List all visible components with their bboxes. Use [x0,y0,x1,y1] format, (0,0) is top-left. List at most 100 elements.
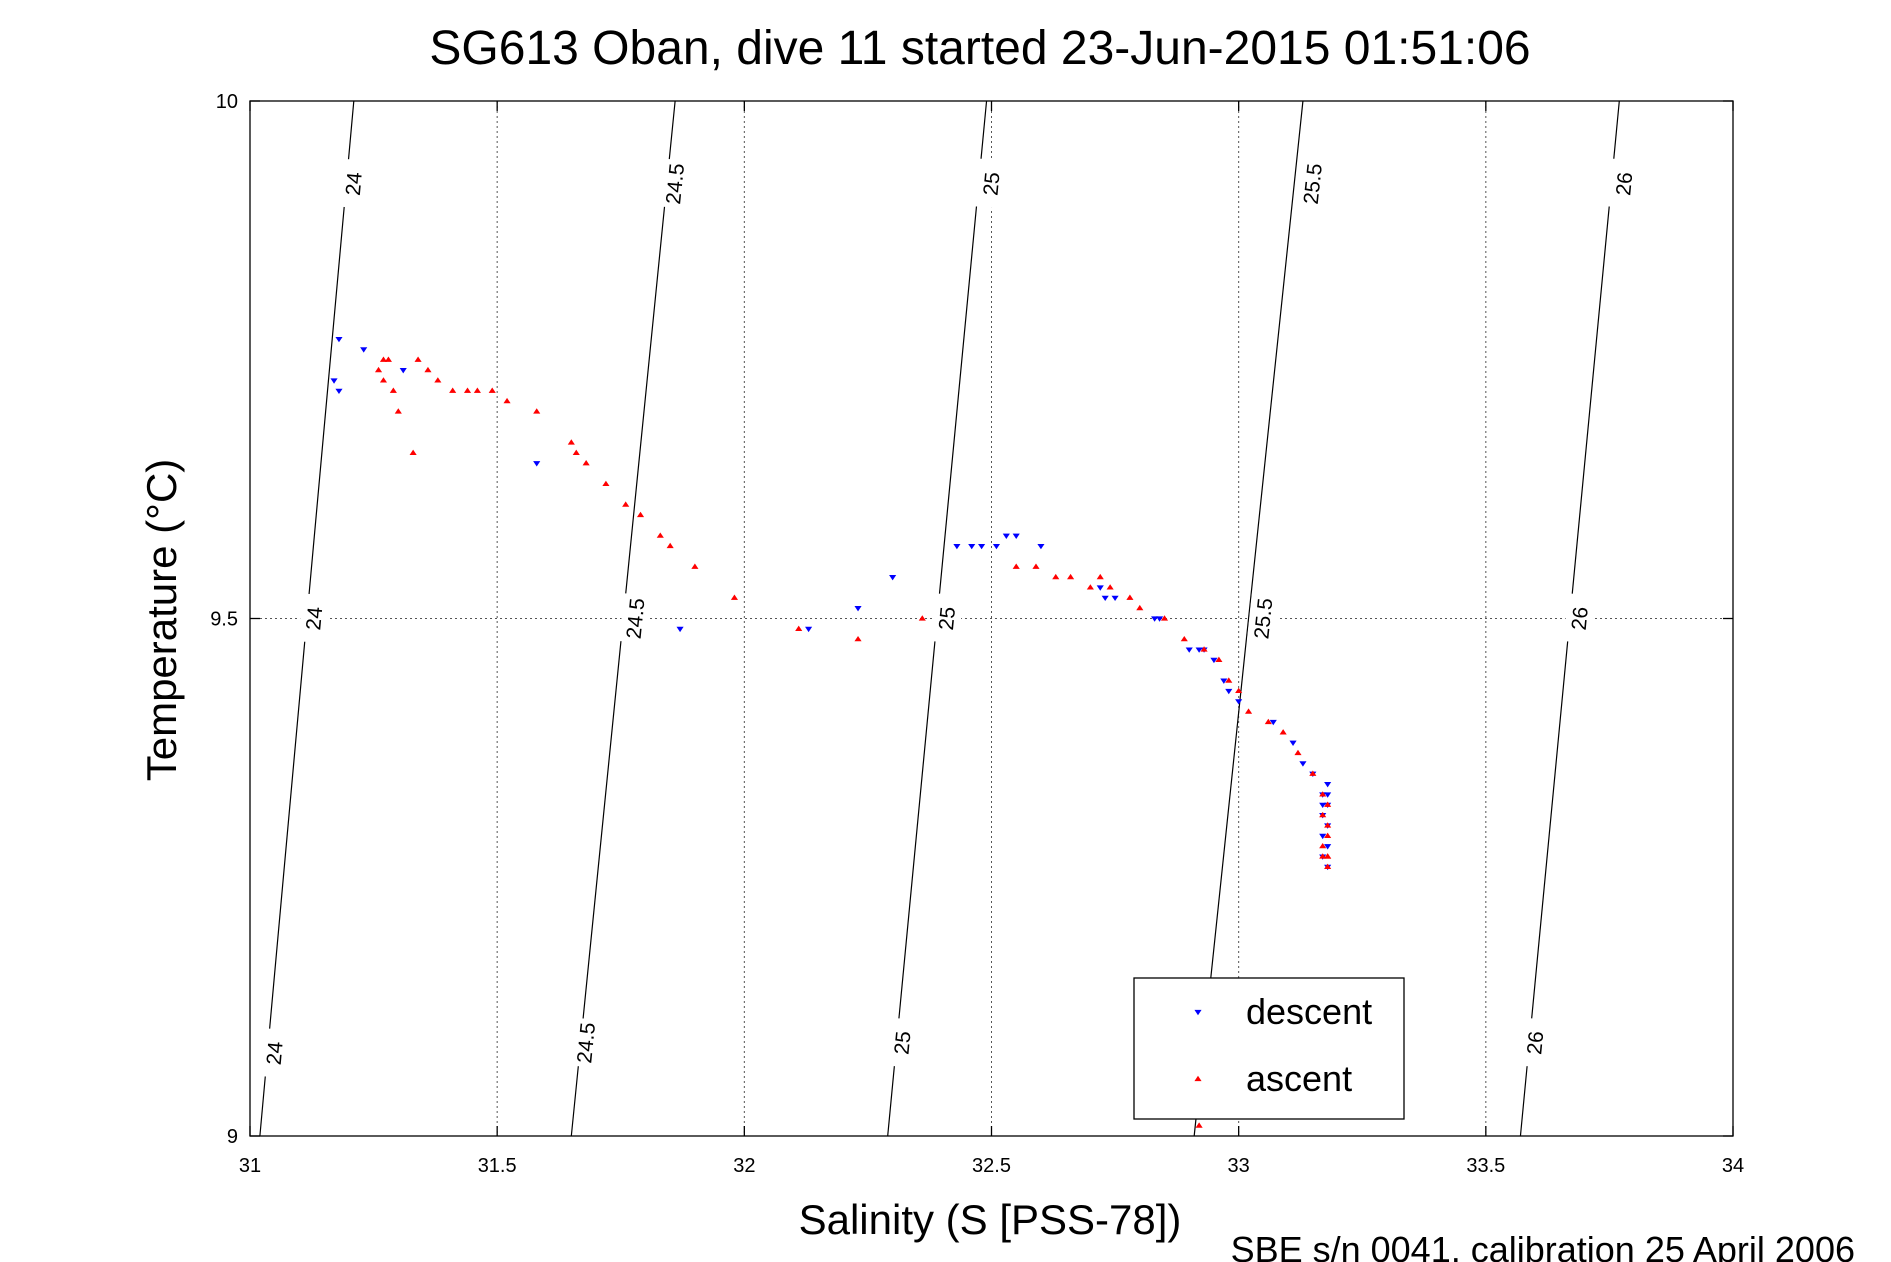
contour-label-gap [975,158,1008,210]
descent-point [1037,543,1045,550]
y-axis-title: Temperature (°C) [138,459,185,782]
ascent-point [379,377,388,383]
contour-label-gap [1296,158,1330,210]
descent-point [1210,657,1218,664]
contour-label-gap [886,1017,919,1069]
ascent-point [1319,853,1327,859]
ascent-point [379,356,388,362]
ascent-point [533,408,541,414]
grid-lines [250,101,1733,1136]
x-tick-label: 31 [239,1155,261,1177]
ascent-point [503,397,511,404]
ascent-point [488,387,496,393]
contour-label-gap [298,593,331,644]
ascent-point [1319,811,1327,818]
descent-point [335,336,343,343]
ascent-point [1096,573,1104,580]
axes [249,100,1734,1137]
ascent-point [1294,749,1302,756]
contour-label: 26 [1568,606,1593,631]
contour-label: 26 [1523,1030,1548,1055]
contour-label-gap [1563,593,1596,644]
density-contour-line [1193,100,1304,1137]
ascent-point [1324,853,1332,859]
descent-point [1111,595,1119,602]
ascent-point [582,460,590,466]
ascent-point [389,387,397,393]
ascent-point [666,542,674,549]
x-tick-label: 32 [733,1155,755,1177]
descent-point [992,543,1001,550]
ascent-point [567,439,575,445]
ascent-point [1225,677,1233,683]
ascent-point [1319,791,1327,797]
contour-label: 26 [1612,171,1637,196]
descent-point [1012,533,1020,539]
ascent-point [473,387,481,393]
x-tick-label: 33.5 [1466,1155,1505,1177]
plot-frame [249,100,1734,1137]
descent-point [1101,595,1109,602]
legend-box [1133,977,1405,1120]
legend-label-descent: descent [1246,991,1372,1032]
ascent-point [730,594,739,600]
descent-point [978,543,986,550]
descent-point [1002,533,1010,539]
descent-point [399,367,407,374]
y-tick-label: 9.5 [210,609,238,631]
data-points [330,336,1332,1128]
ascent-point [424,366,432,373]
contour-label: 24.5 [573,1021,600,1064]
descent-point [1220,678,1228,684]
contour-label: 25.5 [1300,162,1327,205]
descent-point [854,606,862,612]
ascent-point [602,480,610,487]
ascent-point [1067,573,1075,580]
descent-point [1195,647,1203,653]
contour-label: 25 [890,1030,915,1055]
descent-point [1235,699,1243,705]
descent-point [335,388,343,395]
ascent-point [1279,729,1287,735]
ascent-point [1052,573,1060,580]
ascent-point [1160,615,1169,621]
legend: descent ascent [1133,977,1405,1120]
contour-label: 24 [302,606,327,632]
ascent-point [1136,604,1144,611]
descent-point [533,461,541,467]
ascent-point [1324,863,1332,870]
descent-point [1319,802,1327,809]
ascent-point [1200,646,1208,652]
ascent-point [414,356,422,362]
contour-label: 25 [935,606,960,631]
contour-label-gap [1519,1017,1552,1069]
ascent-point [1309,770,1317,776]
ascent-point [636,511,645,518]
ascent-point [409,449,417,456]
contour-label: 24 [263,1040,288,1066]
ascent-point [1126,594,1134,600]
contour-label-gap [1608,158,1641,210]
descent-point [1299,761,1307,767]
contour-label: 24 [342,171,367,197]
calibration-footnote: SBE s/n 0041, calibration 25 April 2006 [1231,1229,1855,1262]
contour-label-gap [258,1028,291,1079]
ascent-point [622,501,630,507]
ascent-point [1086,584,1094,590]
contour-label-gap [930,593,964,644]
descent-point [889,574,897,581]
ascent-point [1324,832,1332,838]
contour-label: 25.5 [1250,597,1277,640]
descent-point [1185,647,1193,653]
ascent-point [394,408,402,414]
descent-point [1225,688,1233,695]
ascent-point [1180,635,1188,642]
descent-point [1289,740,1297,746]
descent-point [1324,781,1332,788]
contour-label: 24.5 [662,162,689,205]
descent-point [805,626,813,633]
ascent-point [434,377,442,383]
contour-label-gap [569,1017,603,1069]
legend-marker-ascent [1194,1075,1202,1082]
